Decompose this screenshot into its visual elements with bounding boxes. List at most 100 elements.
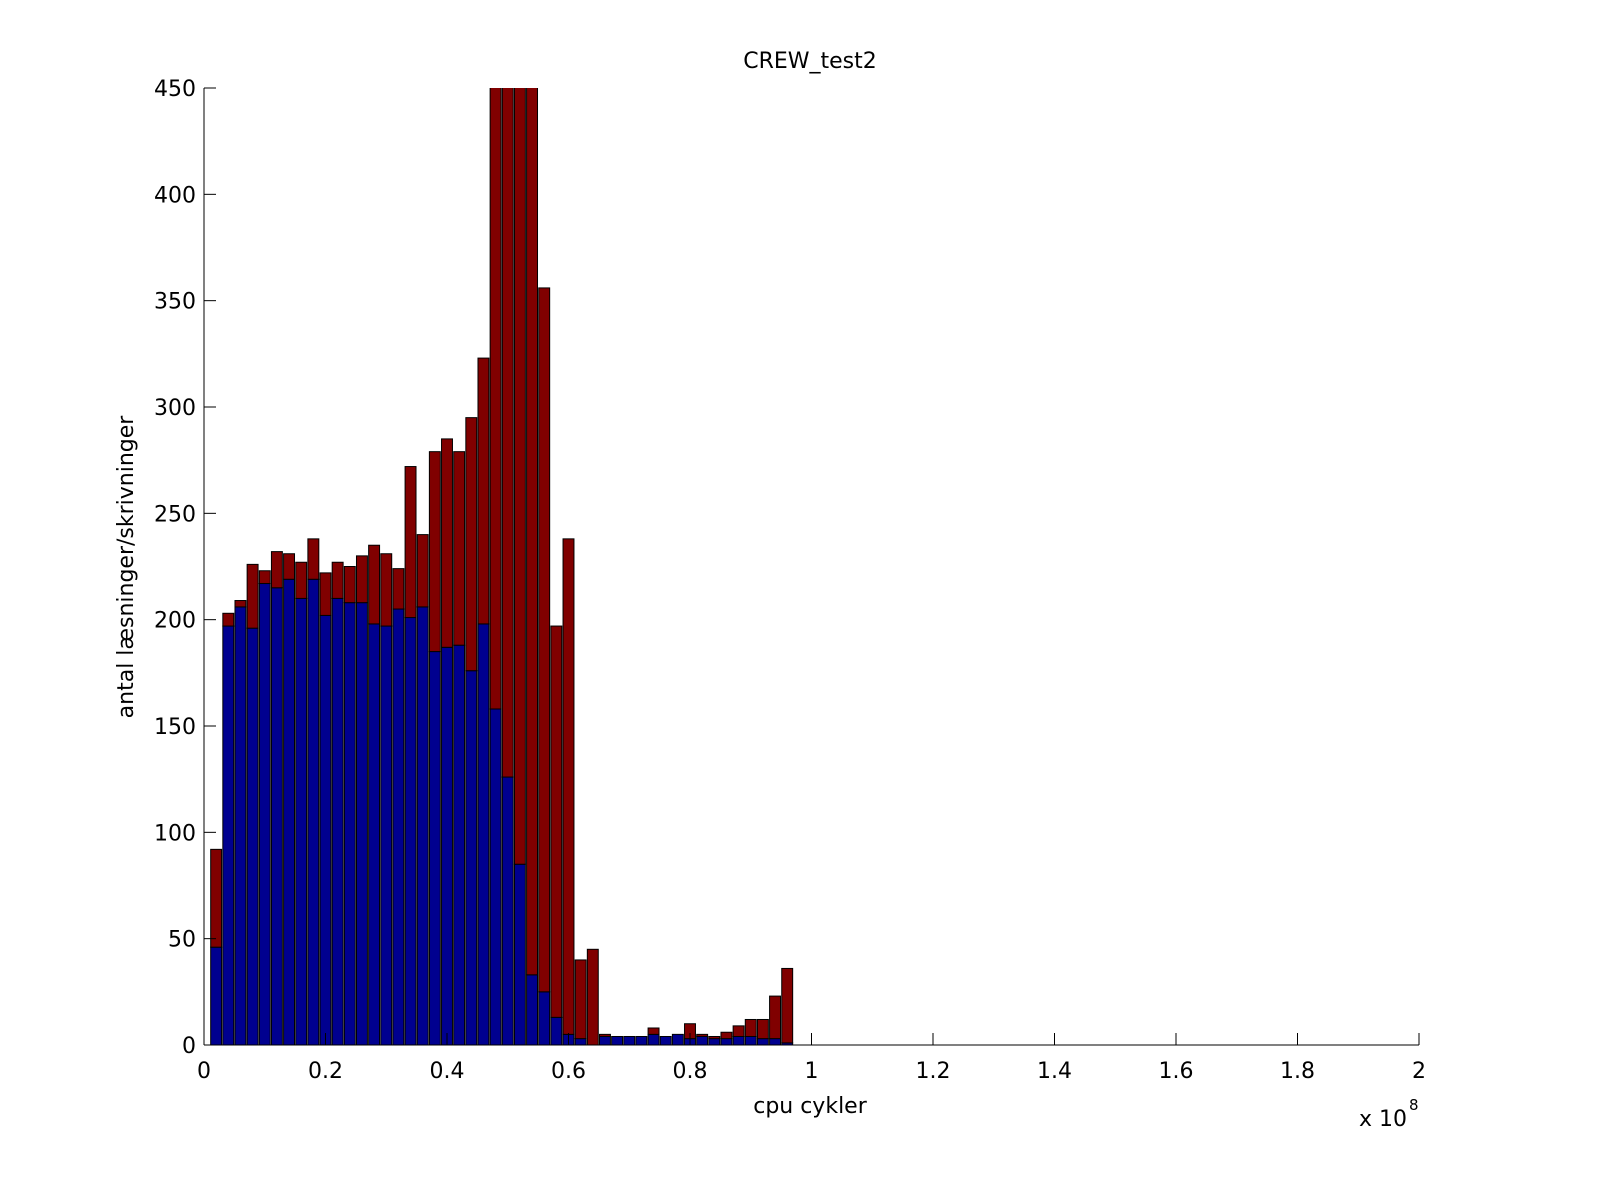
x-tick-label: 0.4	[430, 1059, 465, 1084]
chart-title: CREW_test2	[743, 49, 877, 74]
y-tick-label: 150	[154, 715, 196, 740]
bar	[623, 1035, 636, 1045]
bar	[392, 608, 405, 1045]
x-tick-label: 0	[197, 1059, 211, 1084]
bar	[696, 1035, 709, 1045]
y-tick-label: 0	[182, 1034, 196, 1059]
x-axis-label: cpu cykler	[753, 1094, 868, 1119]
bar	[295, 597, 308, 1045]
bar	[368, 623, 381, 1045]
bar	[647, 1027, 660, 1035]
bar	[246, 627, 259, 1045]
x-tick-label: 2	[1412, 1059, 1426, 1084]
bar	[513, 88, 526, 865]
bar	[283, 578, 296, 1045]
bar	[538, 287, 551, 993]
plot-area	[210, 88, 794, 1045]
bar	[756, 1018, 769, 1040]
bar	[368, 544, 381, 625]
bar	[380, 553, 393, 627]
bar	[416, 534, 429, 608]
y-tick-label: 100	[154, 821, 196, 846]
bar	[343, 566, 356, 604]
bar	[343, 602, 356, 1045]
bar	[526, 974, 539, 1045]
bar	[671, 1033, 684, 1045]
bar	[355, 555, 368, 604]
bar	[562, 538, 575, 1035]
bar	[501, 776, 514, 1045]
bar	[477, 623, 490, 1045]
bar	[513, 863, 526, 1045]
bar	[550, 1016, 563, 1045]
bar	[477, 357, 490, 625]
x-tick-label: 0.6	[551, 1059, 586, 1084]
bar	[769, 995, 782, 1040]
bar	[355, 602, 368, 1045]
bar	[258, 583, 271, 1045]
bar	[270, 587, 283, 1045]
bar	[453, 644, 466, 1045]
bar	[331, 597, 344, 1045]
bar	[392, 568, 405, 610]
y-tick-label: 250	[154, 502, 196, 527]
bar	[489, 88, 502, 710]
bar	[319, 572, 332, 616]
bar	[465, 417, 478, 672]
bar	[453, 451, 466, 646]
bar	[489, 708, 502, 1045]
bar	[720, 1038, 733, 1045]
bar	[222, 625, 235, 1045]
y-tick-label: 200	[154, 609, 196, 634]
bar	[295, 561, 308, 599]
bar	[708, 1038, 721, 1045]
bar	[441, 646, 453, 1045]
bar	[659, 1035, 672, 1045]
x-tick-label: 1.6	[1159, 1059, 1194, 1084]
bar	[708, 1035, 721, 1040]
y-axis-label: antal læsninger/skrivninger	[114, 415, 139, 719]
bar	[598, 1033, 611, 1037]
bar	[744, 1035, 757, 1045]
bar	[720, 1031, 733, 1040]
bar	[756, 1038, 769, 1045]
bar	[222, 612, 235, 627]
bar	[744, 1018, 757, 1037]
bar	[441, 438, 453, 648]
bar	[732, 1035, 745, 1045]
bar	[210, 848, 223, 948]
bar	[404, 617, 417, 1045]
bar	[538, 991, 551, 1045]
bar	[550, 625, 563, 1018]
y-tick-label: 450	[154, 77, 196, 102]
bar	[283, 553, 296, 580]
bar	[331, 561, 344, 599]
bar	[598, 1035, 611, 1045]
x-tick-label: 0.8	[673, 1059, 708, 1084]
x-tick-label: 1.8	[1280, 1059, 1315, 1084]
bar	[769, 1038, 782, 1045]
bar	[586, 948, 599, 1045]
y-tick-label: 50	[168, 928, 196, 953]
bar	[307, 538, 320, 580]
bar	[647, 1033, 660, 1045]
bar	[234, 606, 247, 1045]
bar	[574, 959, 587, 1040]
y-tick-label: 350	[154, 290, 196, 315]
bar	[416, 606, 429, 1045]
bar	[319, 614, 332, 1045]
y-tick-label: 300	[154, 396, 196, 421]
x-multiplier-exponent: 8	[1409, 1096, 1419, 1114]
bar	[465, 670, 478, 1045]
bar	[428, 451, 441, 653]
bar	[428, 651, 441, 1045]
bar	[246, 563, 259, 629]
bar	[307, 578, 320, 1045]
bar	[210, 946, 223, 1045]
bar	[696, 1033, 709, 1037]
bar	[501, 88, 514, 778]
x-tick-label: 1.2	[916, 1059, 951, 1084]
bar	[380, 625, 393, 1045]
x-tick-label: 1	[805, 1059, 819, 1084]
